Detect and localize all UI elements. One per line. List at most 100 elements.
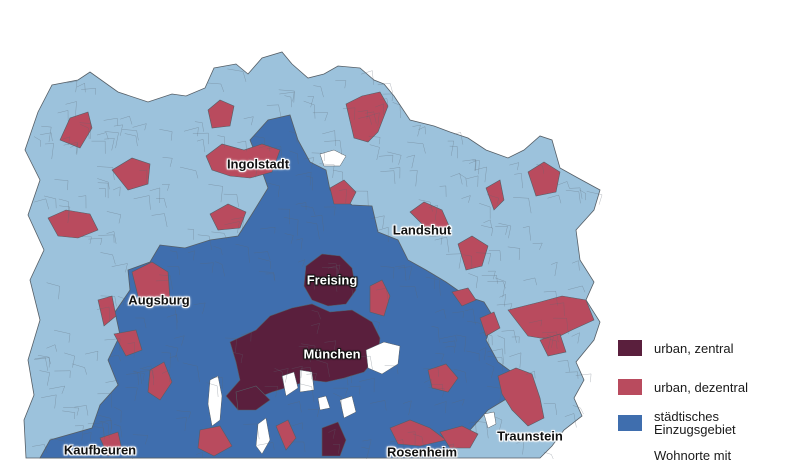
municipality-border (474, 421, 489, 439)
municipality-border (139, 169, 148, 185)
municipality-border (121, 129, 139, 141)
municipality-border (301, 343, 316, 353)
city-label-augsburg: Augsburg (128, 292, 190, 308)
municipality-border (324, 340, 337, 356)
municipality-border (225, 337, 237, 353)
municipality-border (344, 375, 353, 384)
municipality-border (176, 417, 187, 431)
municipality-border (370, 400, 387, 411)
municipality-border (497, 335, 506, 355)
municipality-border (79, 122, 91, 139)
municipality-border (322, 130, 336, 146)
municipality-border (452, 311, 465, 318)
municipality-border (194, 121, 204, 132)
municipality-border (565, 371, 579, 379)
municipality-border (312, 112, 329, 122)
municipality-border (495, 277, 506, 298)
municipality-border (479, 347, 487, 360)
municipality-border (339, 189, 347, 204)
municipality-border (488, 250, 502, 261)
municipality-border (333, 444, 341, 454)
municipality-border (442, 340, 456, 348)
municipality-border (571, 332, 580, 344)
municipality-border (487, 281, 506, 289)
municipality-border (91, 140, 106, 154)
municipality-border (34, 357, 49, 371)
municipality-border (572, 260, 580, 271)
municipality-border (80, 124, 90, 139)
municipality-border (333, 387, 349, 396)
municipality-border (328, 262, 339, 280)
municipality-border (359, 377, 375, 393)
municipality-border (227, 68, 247, 82)
municipality-border (179, 166, 199, 179)
municipality-border (557, 181, 570, 189)
municipality-border (428, 387, 445, 398)
municipality-border (380, 265, 395, 279)
municipality-border (434, 308, 447, 319)
municipality-border (361, 446, 370, 459)
municipality-border (466, 175, 479, 187)
municipality-border (382, 93, 393, 102)
municipality-border (496, 303, 513, 311)
municipality-border (100, 419, 112, 434)
municipality-border (187, 250, 195, 261)
municipality-border (57, 110, 69, 122)
municipality-border (207, 82, 225, 93)
municipality-border (539, 336, 552, 349)
municipality-border (333, 393, 343, 410)
municipality-border (351, 190, 369, 207)
municipality-border (368, 135, 381, 145)
legend-swatch-urban-central (618, 340, 642, 356)
city-label-kaufbeuren: Kaufbeuren (63, 442, 137, 458)
municipality-border (494, 416, 503, 431)
municipality-border (87, 422, 105, 438)
municipality-border (551, 261, 558, 277)
municipality-border (33, 198, 49, 210)
municipality-border (113, 423, 123, 438)
municipality-border (208, 184, 223, 203)
municipality-border (158, 295, 166, 308)
municipality-border (165, 345, 179, 359)
municipality-border (553, 317, 569, 335)
municipality-border (63, 141, 78, 154)
municipality-border (447, 140, 455, 156)
municipality-border (284, 95, 293, 108)
municipality-border (159, 274, 173, 290)
municipality-border (32, 444, 48, 453)
municipality-border (384, 365, 399, 375)
municipality-border (586, 191, 603, 205)
municipality-border (300, 367, 312, 380)
municipality-border (206, 382, 219, 398)
municipality-border (113, 406, 122, 423)
municipality-border (100, 295, 117, 307)
municipality-border (412, 433, 425, 451)
municipality-border (176, 410, 192, 419)
municipality-border (231, 352, 243, 364)
municipality-border (380, 170, 396, 184)
municipality-border (300, 205, 316, 216)
municipality-border (299, 383, 315, 403)
municipality-border (549, 302, 565, 316)
municipality-border (170, 250, 178, 260)
municipality-border (307, 96, 314, 108)
municipality-border (142, 368, 151, 386)
municipality-border (303, 100, 316, 119)
municipality-border (536, 164, 545, 174)
municipality-border (355, 355, 373, 370)
legend-label: Wohnorte mit (654, 447, 732, 463)
municipality-border (97, 182, 109, 199)
municipality-border (44, 143, 54, 160)
municipality-border (139, 365, 154, 379)
municipality-border (161, 352, 171, 369)
municipality-border (557, 360, 571, 372)
municipality-border (501, 329, 517, 343)
municipality-border (454, 368, 467, 383)
municipality-border (243, 116, 254, 126)
municipality-border (513, 197, 532, 214)
municipality-border (445, 443, 455, 457)
municipality-border (298, 259, 306, 267)
municipality-border (291, 365, 303, 379)
municipality-border (456, 334, 467, 352)
